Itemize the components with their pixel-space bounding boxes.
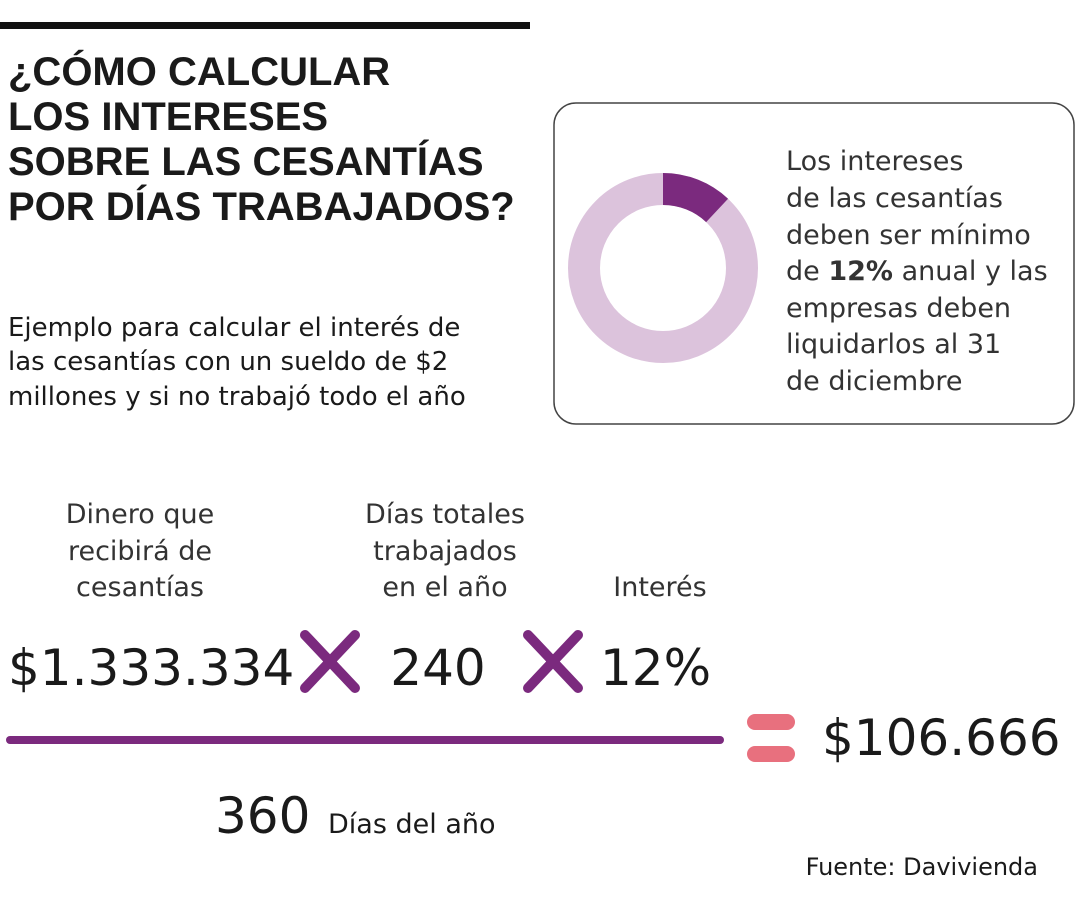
- source: Fuente: Davivienda: [806, 853, 1038, 881]
- formula-label: Días totales: [365, 499, 525, 530]
- donut-track: [568, 173, 758, 363]
- note-line: Los intereses: [786, 146, 963, 177]
- equals-sign: [747, 714, 795, 730]
- title-line: SOBRE LAS CESANTÍAS: [8, 139, 484, 184]
- top-bar: [0, 22, 530, 29]
- formula-label: recibirá de: [68, 536, 212, 567]
- subtitle-line: las cesantías con un sueldo de $2: [8, 347, 448, 377]
- formula-label: Dinero que: [66, 499, 215, 530]
- formula-term: 12%: [600, 639, 711, 697]
- subtitle-line: Ejemplo para calcular el interés de: [8, 313, 460, 343]
- formula-denominator: 360: [215, 787, 310, 845]
- equals-sign: [747, 746, 795, 762]
- formula-label: cesantías: [76, 572, 204, 603]
- denominator-label: Días del año: [328, 809, 496, 840]
- formula-label: en el año: [382, 572, 507, 603]
- subtitle-line: millones y si no trabajó todo el año: [8, 382, 466, 412]
- title-line: ¿CÓMO CALCULAR: [8, 48, 390, 94]
- note-box: [553, 102, 1075, 425]
- donut-segment: [662, 173, 729, 223]
- title-line: POR DÍAS TRABAJADOS?: [8, 184, 515, 229]
- note-line: liquidarlos al 31: [786, 329, 1001, 360]
- formula-label: trabajados: [373, 536, 517, 567]
- formula-term: 240: [390, 639, 485, 697]
- formula-term: $1.333.334: [8, 639, 294, 697]
- note-line: de 12% anual y las: [786, 256, 1048, 287]
- donut: [568, 173, 758, 363]
- times-sign: [523, 630, 583, 693]
- note-line: de las cesantías: [786, 183, 1003, 214]
- note-line: empresas deben: [786, 293, 1011, 324]
- title-line: LOS INTERESES: [8, 95, 328, 139]
- note-highlight: 12%: [828, 256, 893, 287]
- note-line: deben ser mínimo: [786, 220, 1031, 251]
- note-text: anual y las: [893, 256, 1048, 287]
- note-line: de diciembre: [786, 366, 963, 397]
- formula-label: Interés: [613, 572, 706, 603]
- formula-result: $106.666: [822, 709, 1061, 767]
- times-sign: [300, 630, 360, 693]
- note-text: de: [786, 256, 828, 287]
